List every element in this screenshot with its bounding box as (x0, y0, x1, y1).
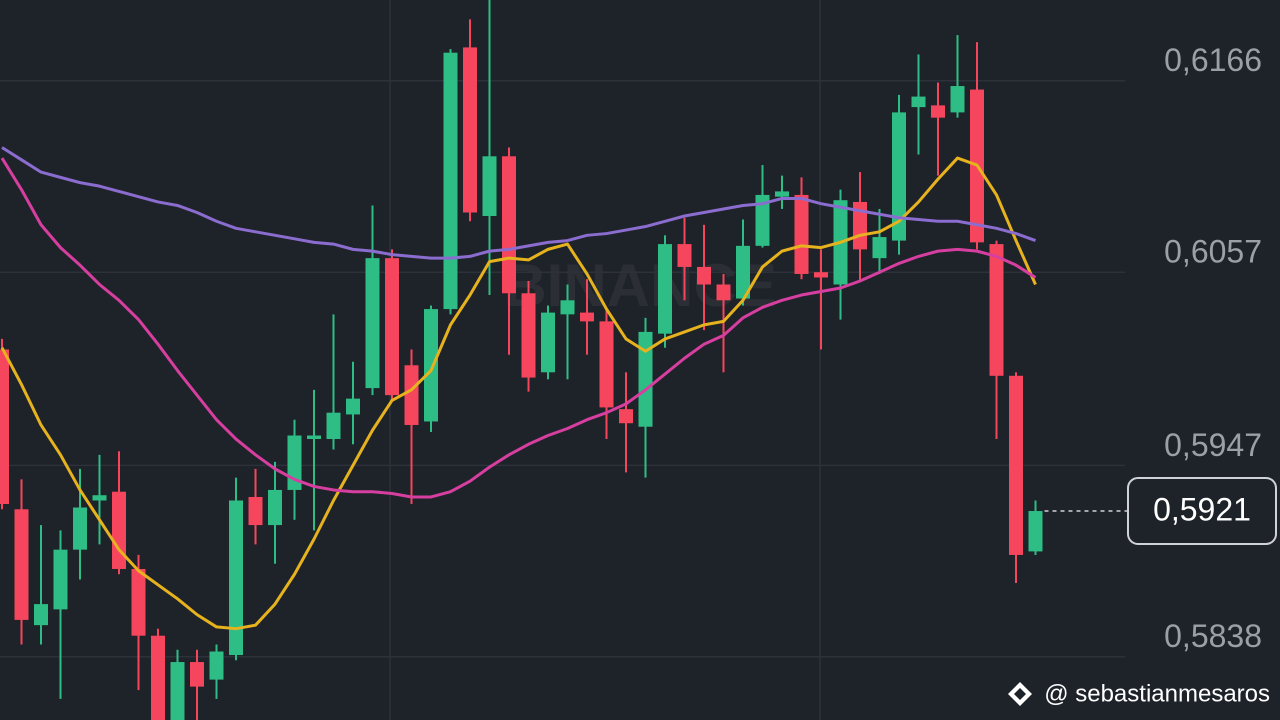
candle-body (892, 112, 906, 241)
candle-body (619, 409, 633, 424)
candle-body (229, 500, 243, 656)
credit-logo (1008, 682, 1032, 706)
candle-body (521, 293, 536, 378)
candle-body (151, 635, 165, 720)
candle-body (814, 272, 828, 278)
candle-body (385, 258, 399, 396)
candle-body (658, 244, 672, 334)
candle-body (0, 349, 9, 504)
candle-body (775, 191, 789, 197)
candle-body (209, 651, 224, 680)
candle-body (541, 312, 555, 373)
candle-body (1028, 511, 1043, 552)
candle-body (463, 47, 477, 213)
candle-body (131, 568, 146, 636)
y-tick-label: 0,6057 (1164, 234, 1262, 270)
candle-body (365, 258, 380, 389)
credit: @ sebastianmesaros (1008, 680, 1270, 707)
last-price-label: 0,5921 (1153, 491, 1251, 527)
candle-body (911, 96, 926, 108)
candle-body (1009, 375, 1023, 555)
candle-body (580, 312, 594, 322)
candle-body (73, 507, 87, 550)
candle-body (326, 412, 341, 440)
candle-body (502, 156, 516, 294)
candle-body (755, 194, 770, 246)
candle-body (482, 156, 497, 216)
credit-text: @ sebastianmesaros (1044, 680, 1270, 707)
y-tick-label: 0,5838 (1164, 618, 1262, 654)
moving-average-line (1, 146, 1037, 260)
candle-body (736, 245, 750, 299)
candle-body (697, 266, 711, 285)
candle-body (170, 662, 185, 720)
candle-body (443, 52, 458, 310)
candle-body (307, 435, 321, 440)
y-tick-label: 0,6166 (1164, 42, 1262, 78)
candle-body (716, 284, 731, 301)
candle-body (560, 300, 575, 315)
candle-body (190, 662, 204, 687)
candle-body (346, 398, 360, 415)
last-price-box (1127, 477, 1277, 546)
y-tick-label: 0,5947 (1164, 427, 1262, 463)
candle-body (424, 309, 438, 422)
candle-body (872, 237, 887, 259)
candle-body (92, 495, 107, 501)
candle-body (248, 496, 263, 526)
candle-body (638, 331, 653, 427)
candle-body (112, 491, 126, 569)
candle-body (794, 194, 809, 274)
moving-average-line (0, 156, 1037, 631)
candle-body (950, 86, 965, 113)
candle-body (53, 549, 68, 610)
candle-body (931, 105, 945, 118)
candle-body (677, 244, 692, 267)
candle-body (14, 509, 29, 620)
candle-body (989, 244, 1004, 376)
candle-body (34, 604, 48, 626)
candle-body (268, 489, 282, 526)
candle-body (599, 321, 614, 408)
candle-body (404, 365, 419, 425)
moving-average-line (0, 157, 1037, 499)
